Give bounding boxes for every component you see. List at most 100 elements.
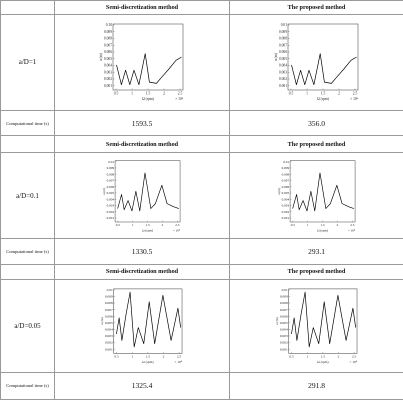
computational-time-value: 1330.5 [54, 238, 230, 265]
computational-time-value: 291.8 [229, 371, 403, 400]
y-tick-label: 0.003 [107, 203, 115, 207]
y-tick-label: 0.10 [106, 24, 112, 28]
plot-frame [112, 24, 184, 91]
y-tick-label: 0.001 [104, 84, 112, 88]
y-tick-label: 0.005 [105, 321, 113, 325]
x-tick-label: 2.5 [350, 223, 354, 227]
x-tick-label: 0.5 [288, 92, 293, 96]
x-tick-label: 0.5 [116, 223, 120, 227]
y-tick-label: 0.001 [281, 216, 289, 220]
y-tick-label: 0.009 [105, 295, 113, 299]
y-tick-label: 0.006 [105, 314, 113, 318]
x-axis-label: Ω (rpm) [142, 228, 153, 232]
x-tick-label: 1 [306, 92, 308, 96]
computational-time-value: 1325.4 [54, 371, 230, 400]
stability-lobe-plot: 0.01 0.009 0.008 0.007 0.006 0.005 0.004 0.003 0… [276, 160, 355, 233]
y-tick-label: 0.004 [281, 197, 289, 201]
y-tick-label: 0.002 [105, 341, 113, 345]
y-tick-label: 0.008 [105, 301, 113, 305]
y-tick-label: 0.008 [107, 172, 115, 176]
y-tick-label: 0.006 [281, 185, 289, 189]
x-tick-label: 0.5 [114, 355, 119, 359]
y-tick-label: 0.004 [105, 328, 113, 332]
y-tick-label: 0.009 [107, 166, 115, 170]
y-tick-label: 0.004 [104, 64, 112, 68]
y-tick-label: 0.007 [281, 178, 289, 182]
row-label-a-d-0-1: a/D=0.1 [0, 152, 55, 240]
y-tick-label: 0.001 [279, 347, 287, 351]
y-tick-label: 0.01 [281, 288, 287, 292]
y-tick-label: 0.006 [279, 314, 287, 318]
x-tick-label: 1.5 [320, 92, 325, 96]
x-tick-label: 1.5 [146, 92, 151, 96]
stability-lobe-curve [290, 291, 356, 348]
x-tick-label: 2 [338, 92, 340, 96]
y-tick-label: 0.001 [105, 347, 113, 351]
empty-corner-cell [0, 0, 55, 15]
x-multiplier-label: × 10⁴ [350, 97, 359, 101]
plot-frame [114, 160, 181, 222]
x-tick-label: 2.5 [175, 223, 179, 227]
y-tick-label: 0.005 [278, 57, 286, 61]
y-tick-label: 0.007 [105, 308, 113, 312]
x-tick-label: 1 [306, 223, 308, 227]
plot-frame [113, 288, 183, 354]
plot-frame [289, 160, 355, 222]
y-tick-label: 0.002 [104, 78, 112, 82]
y-tick-label: 0.003 [105, 334, 113, 338]
y-tick-label: 0.008 [104, 37, 112, 41]
stability-lobe-plot: 0.01 0.009 0.008 0.007 0.006 0.005 0.004 0.003 0… [100, 288, 183, 364]
x-tick-label: 2 [162, 223, 164, 227]
empty-cell [0, 135, 55, 154]
x-tick-label: 1 [131, 92, 133, 96]
plot-frame [287, 288, 357, 354]
y-tick-label: 0.009 [104, 30, 112, 34]
y-tick-label: 0.006 [104, 51, 112, 55]
y-tick-label: 0.01 [280, 24, 286, 28]
y-tick-label: 0.004 [279, 328, 287, 332]
x-multiplier-label: × 10⁴ [349, 360, 357, 364]
x-tick-label: 1 [306, 355, 308, 359]
y-tick-label: 0.009 [279, 295, 287, 299]
plot-cell: 0.01 0.009 0.008 0.007 0.006 0.005 0.004 0.003 0… [229, 279, 403, 373]
x-tick-label: 1 [132, 223, 134, 227]
x-axis-label: Ω (rpm) [317, 360, 329, 364]
stability-lobe-curve [290, 53, 357, 86]
x-multiplier-label: × 10⁴ [173, 228, 181, 232]
y-tick-label: 0.002 [278, 78, 286, 82]
plot-cell: 0.01 0.009 0.008 0.007 0.006 0.005 0.004 0.003 0… [229, 152, 403, 240]
x-tick-label: 2 [337, 355, 339, 359]
stability-lobe-curve [291, 172, 354, 212]
x-axis-label: Ω (rpm) [317, 97, 330, 101]
y-tick-label: 0.006 [278, 51, 286, 55]
y-tick-label: 0.01 [283, 160, 289, 164]
x-tick-label: 0.5 [289, 355, 294, 359]
y-tick-label: 0.001 [278, 84, 286, 88]
y-tick-label: 0.006 [107, 185, 115, 189]
y-tick-label: 0.005 [281, 191, 289, 195]
x-axis-label: Ω (rpm) [142, 360, 154, 364]
column-header-proposed: The proposed method [229, 0, 403, 15]
computational-time-value: 356.0 [229, 110, 403, 137]
x-tick-label: 1 [131, 355, 133, 359]
y-tick-label: 0.001 [107, 216, 115, 220]
y-axis-label: a (m) [99, 53, 103, 61]
y-tick-label: 0.003 [279, 334, 287, 338]
y-tick-label: 0.01 [107, 288, 113, 292]
y-tick-label: 0.004 [107, 197, 115, 201]
y-tick-label: 0.005 [279, 321, 287, 325]
plot-cell: 0.01 0.009 0.008 0.007 0.006 0.005 0.004 0.003 0… [54, 152, 230, 240]
column-header-proposed: The proposed method [229, 263, 403, 281]
plot-frame [287, 24, 358, 91]
x-tick-label: 1.5 [146, 355, 151, 359]
y-tick-label: 0.01 [108, 160, 114, 164]
y-tick-label: 0.009 [281, 166, 289, 170]
plot-cell: 0.10 0.009 0.008 0.007 0.006 0.005 0.004 0.003 0… [54, 13, 230, 112]
y-tick-label: 0.005 [104, 57, 112, 61]
x-tick-label: 1.5 [320, 355, 325, 359]
y-tick-label: 0.008 [278, 37, 286, 41]
x-multiplier-label: × 10⁴ [174, 360, 182, 364]
x-axis-label: Ω (rpm) [142, 97, 155, 101]
y-tick-label: 0.002 [107, 210, 115, 214]
